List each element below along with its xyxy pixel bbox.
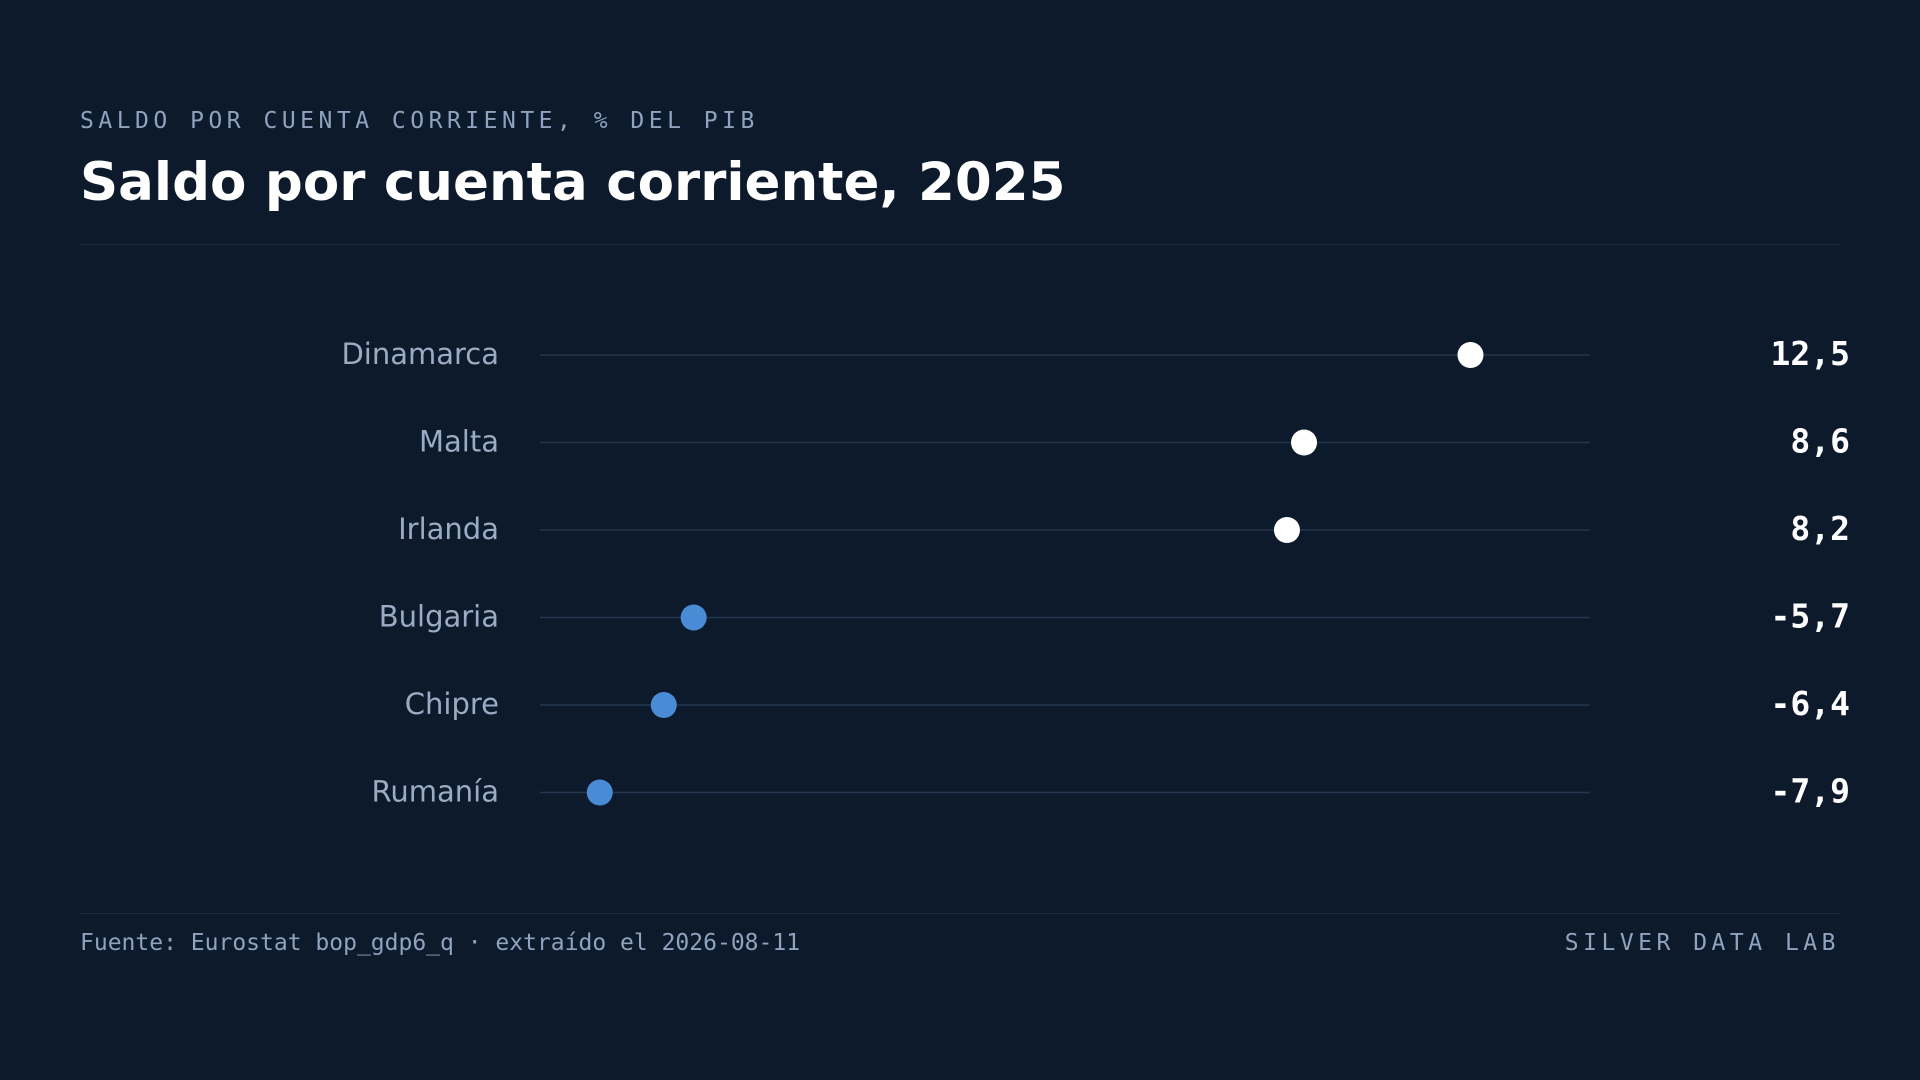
header-divider [80,244,1840,245]
value-label: 12,5 [1771,334,1850,373]
footer-divider [80,913,1840,914]
data-point [680,604,707,631]
value-label: 8,6 [1790,422,1850,461]
chart-row-dinamarca: Dinamarca 12,5 [341,334,1850,373]
data-point [1457,342,1484,368]
brand-label: SILVER DATA LAB [1564,930,1840,956]
value-label: -6,4 [1771,684,1850,723]
chart-row-rumania: Rumanía -7,9 [372,772,1850,811]
category-label: Rumanía [372,775,499,809]
chart-title: Saldo por cuenta corriente, 2025 [80,152,1066,213]
category-label: Irlanda [398,512,499,546]
chart-row-irlanda: Irlanda 8,2 [398,509,1850,548]
chart-eyebrow: SALDO POR CUENTA CORRIENTE, % DEL PIB [80,108,759,134]
data-point [1291,429,1318,456]
data-point [650,692,677,718]
chart-row-chipre: Chipre -6,4 [405,684,1850,723]
category-label: Bulgaria [379,600,499,634]
value-label: -5,7 [1771,597,1850,636]
source-note: Fuente: Eurostat bop_gdp6_q · extraído e… [80,930,801,956]
value-label: -7,9 [1771,772,1850,811]
data-point [586,779,613,806]
chart-row-malta: Malta 8,6 [419,422,1850,461]
value-label: 8,2 [1790,509,1850,548]
category-label: Malta [419,425,499,459]
chart-row-bulgaria: Bulgaria -5,7 [379,597,1850,636]
data-point [1273,517,1300,543]
category-label: Chipre [405,687,499,721]
category-label: Dinamarca [341,337,499,371]
